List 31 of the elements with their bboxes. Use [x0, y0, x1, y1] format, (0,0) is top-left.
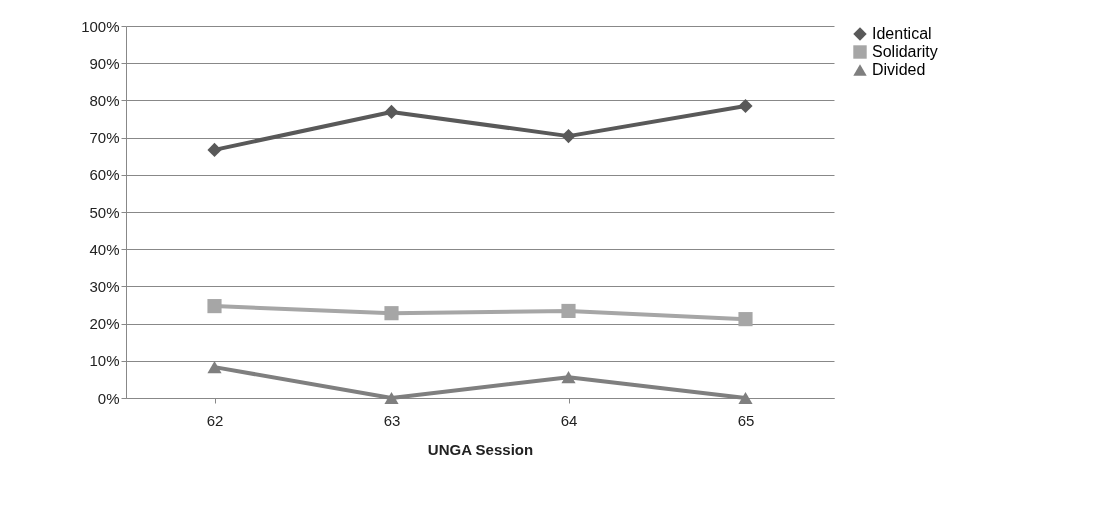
x-tick-label: 65 — [737, 411, 755, 429]
legend-label: Divided — [872, 61, 926, 78]
y-tick-label: 100% — [81, 17, 120, 35]
legend-label: Solidarity — [872, 43, 938, 60]
y-tick-label: 80% — [89, 91, 120, 109]
y-tick-label: 60% — [89, 166, 120, 184]
point — [207, 142, 222, 157]
x-tick-label: 63 — [383, 411, 401, 429]
x-tick-label: 64 — [560, 411, 578, 429]
y-tick-label: 0% — [97, 389, 120, 407]
x-axis-title: UNGA Session — [427, 440, 534, 458]
point — [561, 371, 576, 384]
y-tick-label: 70% — [89, 129, 120, 147]
point — [384, 391, 399, 405]
point — [561, 129, 576, 144]
y-tick-label: 10% — [89, 352, 120, 370]
y-tick-label: 90% — [89, 54, 120, 72]
point — [561, 303, 576, 319]
point — [207, 361, 222, 374]
point — [384, 306, 399, 321]
point — [384, 104, 399, 119]
point — [738, 98, 753, 114]
y-tick-label: 20% — [89, 315, 120, 333]
point — [207, 299, 222, 314]
point — [738, 312, 753, 327]
y-tick-label: 30% — [89, 277, 120, 295]
y-tick-label: 50% — [89, 203, 120, 221]
y-tick-label: 40% — [89, 240, 120, 258]
point — [738, 391, 753, 405]
legend-label: Identical — [872, 25, 932, 42]
x-tick-label: 62 — [206, 411, 224, 429]
